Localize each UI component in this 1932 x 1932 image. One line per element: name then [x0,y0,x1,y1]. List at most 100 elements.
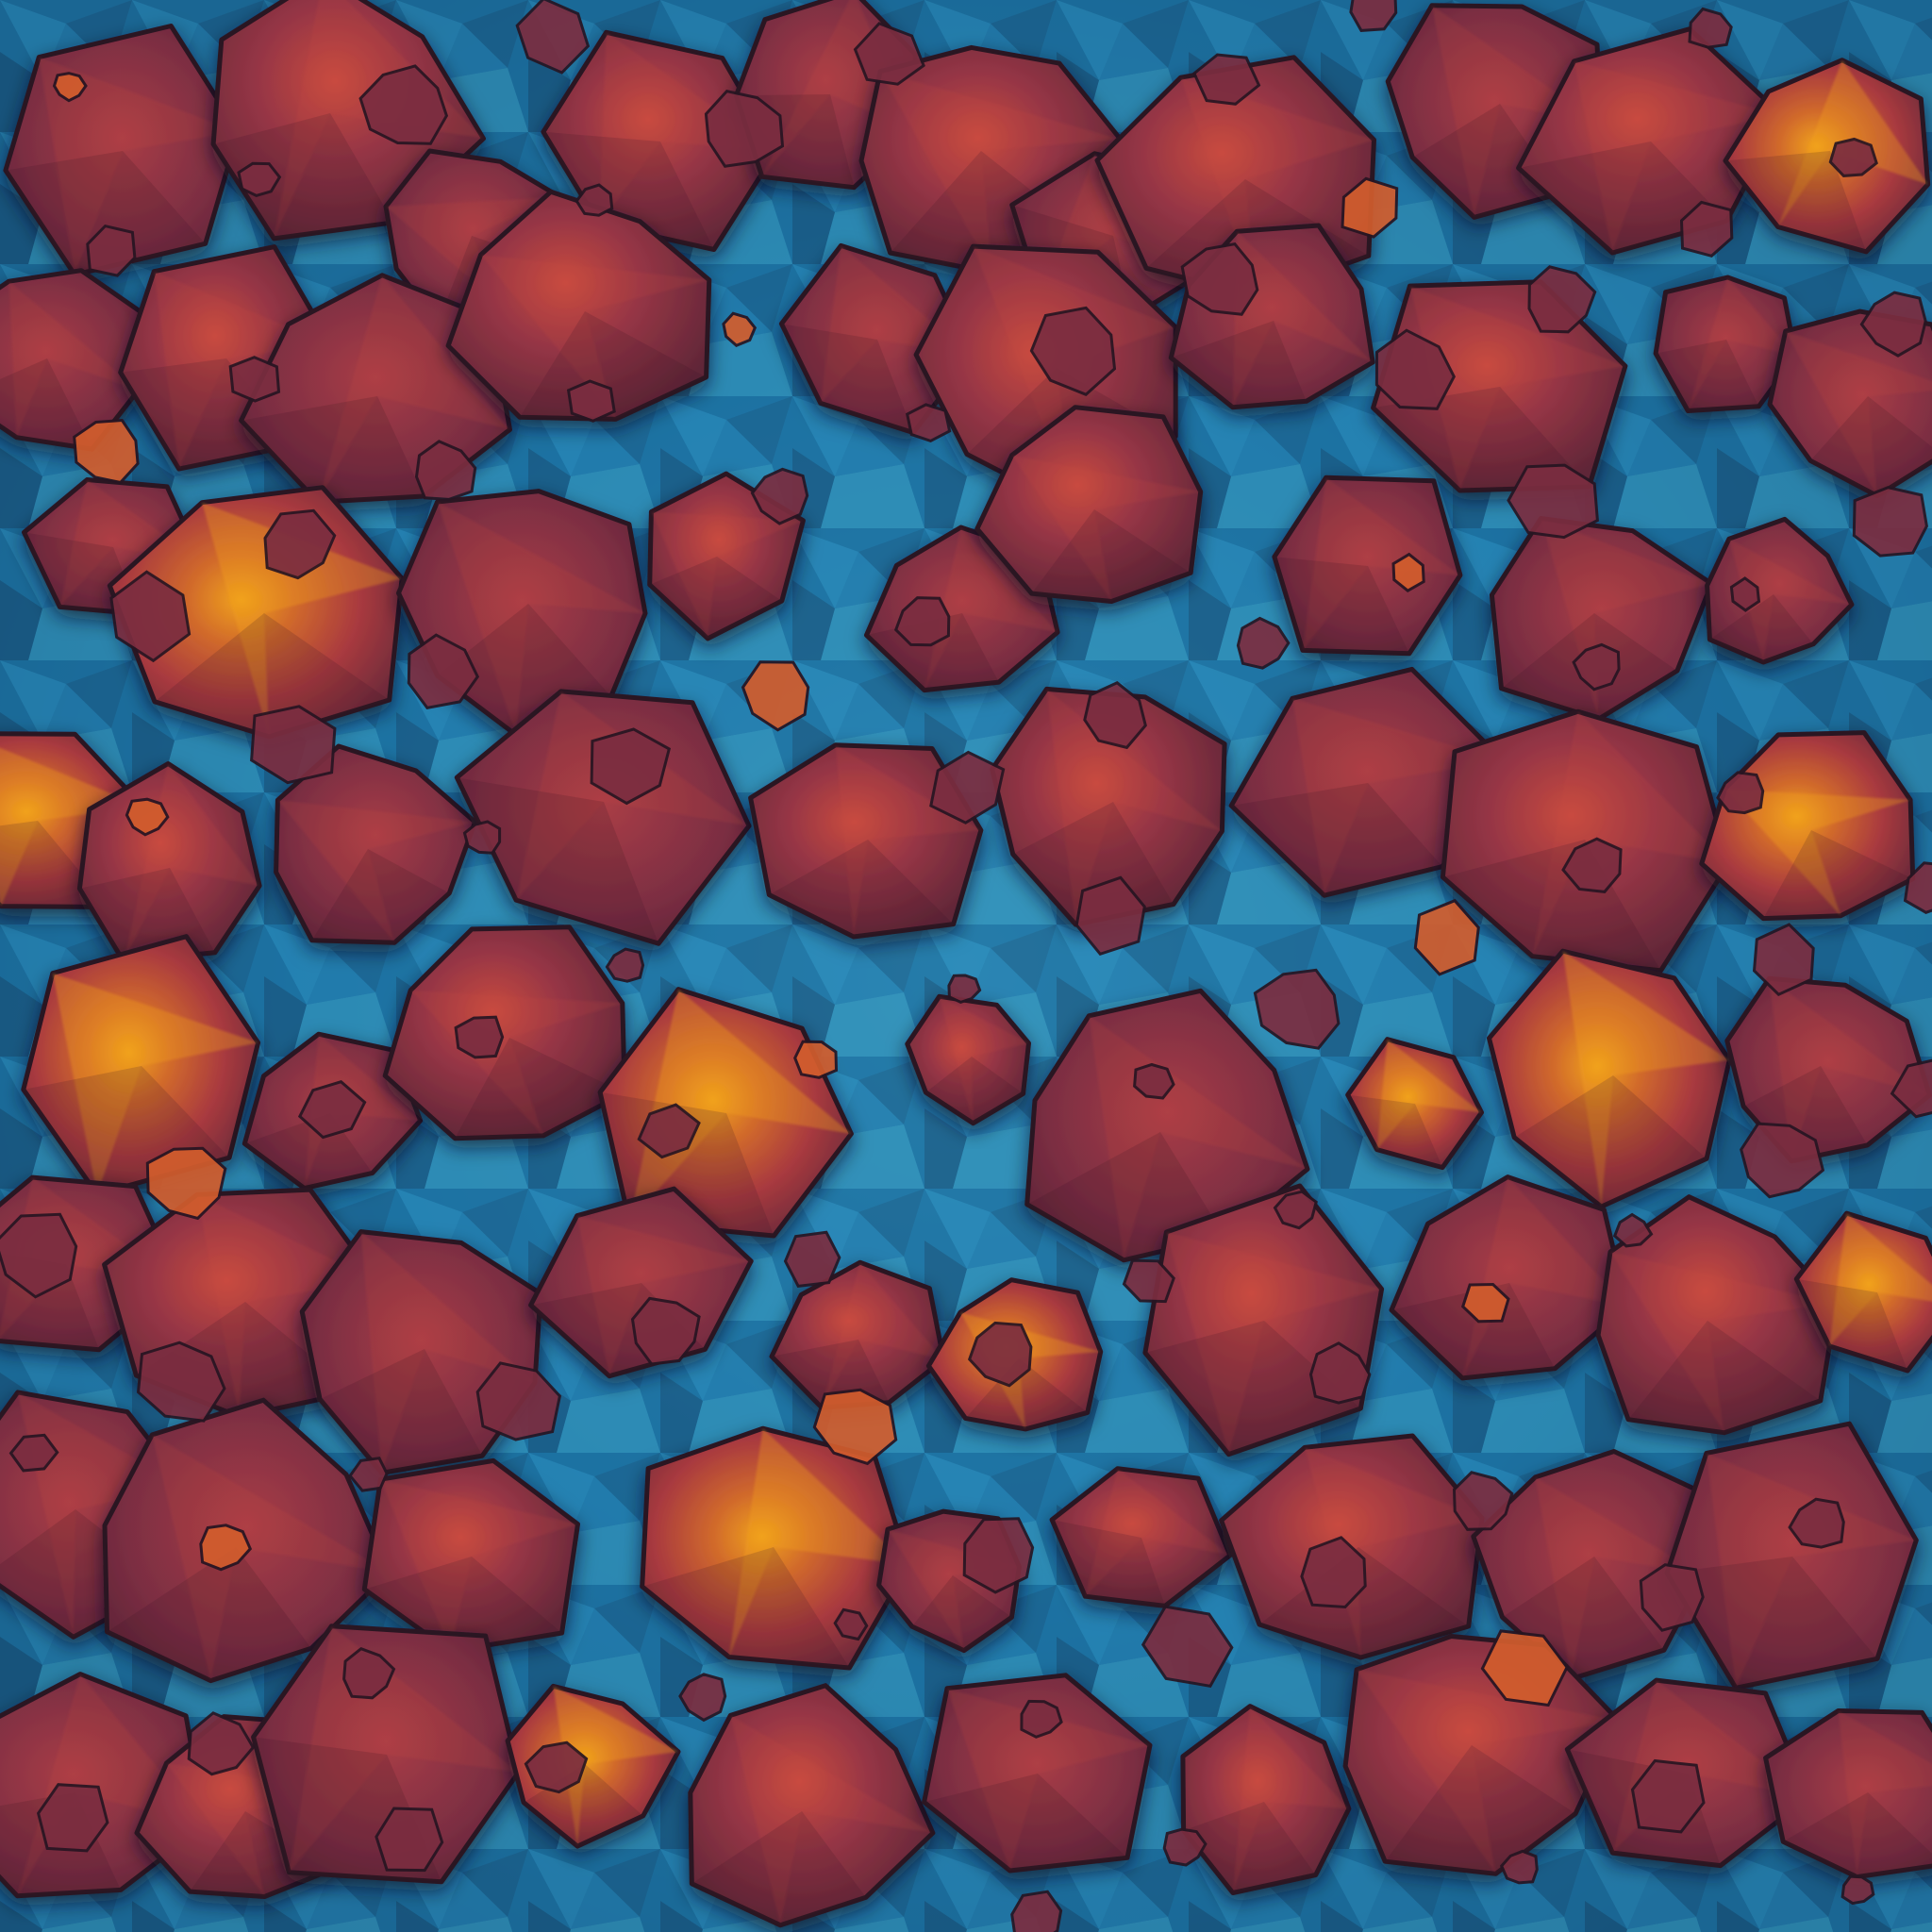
crystal-shadow-facet [1709,594,1814,662]
crystal-61 [361,1457,580,1654]
crystal-shadow-facet [1373,387,1590,491]
crystal-facet [1462,1176,1627,1378]
crystal-facet [599,32,776,225]
crystal-19 [1371,279,1628,493]
crystal-shadow-facet [1628,1321,1821,1433]
crystal-40 [21,934,261,1197]
small-crystal-chip [812,1388,898,1466]
small-crystal-chip [237,161,282,198]
small-crystal-chip [783,1230,841,1289]
crystal-facet [820,245,973,404]
crystal-73 [922,1673,1153,1874]
small-crystal-chip [1273,1190,1318,1230]
crystal-9 [1385,3,1604,220]
crystal-facet [973,246,1176,510]
small-crystal-chip [893,596,951,647]
crystal-shadow-facet [911,1575,1012,1651]
small-crystal-chip [1300,1536,1367,1609]
small-crystal-chip [1236,616,1291,670]
small-crystal-chip [228,356,281,403]
crystal-shadow-facet [924,1774,1127,1871]
small-crystal-chip [145,1146,227,1221]
small-crystal-chip [637,1103,701,1159]
crystal-shadow-facet [691,1811,866,1925]
small-crystal-chip [962,1517,1035,1594]
small-crystal-chip [407,633,480,710]
crystal-facet [1532,711,1729,957]
crystal-facet [822,1262,944,1408]
small-crystal-chip [1020,1699,1063,1739]
crystal-shadow-facet [1412,104,1562,218]
small-crystal-chip [515,0,591,75]
small-crystal-chip [1752,923,1815,996]
crystal-facet [880,71,1121,274]
crystal-32 [76,761,262,964]
small-crystal-chip [1729,576,1761,612]
crystal-shadow-facet [1385,1745,1576,1874]
small-crystal-chip [741,660,810,732]
crystal-shadow-facet [1274,557,1409,654]
crystal-shadow-facet [1347,1094,1443,1168]
small-crystal-chip [414,440,477,501]
small-crystal-chip [136,1341,226,1423]
crystal-shadow-facet [769,840,954,937]
crystal-shadow-facet [781,324,914,433]
crystal-shadow-facet [1183,1802,1316,1893]
crystal-facet [1292,698,1504,896]
small-crystal-chip [853,22,925,86]
crystal-46 [1345,1037,1484,1171]
crystal-facet [1612,1680,1809,1854]
small-crystal-chip [375,1807,444,1873]
crystal-facet [1232,1706,1349,1893]
crystal-shadow-facet [1514,1075,1707,1208]
crystal-74 [1180,1704,1352,1895]
crystal-facet [1232,231,1374,408]
crystal-16 [778,242,974,436]
crystal-facet [437,502,645,736]
crystal-shadow-facet [542,131,714,250]
crystal-facet [1011,455,1201,602]
small-crystal-chip [590,727,672,806]
crystal-facet [1085,1468,1230,1597]
crystal-facet [1610,1252,1837,1433]
small-crystal-chip [750,467,809,525]
crystal-facet [17,1674,206,1896]
small-crystal-chip [1162,1827,1208,1867]
crystal-facet [277,800,475,943]
crystal-72 [688,1683,936,1928]
crystal-shadow-facet [649,557,782,639]
small-crystal-chip [1452,1471,1514,1531]
small-crystal-chip [454,1015,505,1059]
crystal-44 [905,993,1031,1126]
crystal-facet [1769,978,1930,1161]
small-crystal-chip [475,1361,562,1441]
crystal-12 [0,268,148,452]
crystal-shadow-facet [641,1547,850,1668]
small-crystal-chip [1639,1563,1705,1632]
crystal-facet [924,527,1058,691]
crystal-67 [1664,1421,1919,1690]
crystal-facet [651,511,804,639]
small-crystal-chip [1716,771,1765,815]
crystal-shadow-facet [5,151,206,275]
small-crystal-chip [263,508,337,580]
small-crystal-chip [722,311,758,348]
small-crystal-chip [109,570,192,663]
small-crystal-chip [1740,1122,1825,1199]
crystal-shadow-facet [457,777,659,944]
small-crystal-chip [0,1212,78,1299]
small-crystal-chip [1122,1258,1175,1304]
small-crystal-chip [630,1296,701,1366]
crystal-shadow-facet [1031,509,1191,602]
small-crystal-chip [1074,875,1146,957]
crystal-37 [1228,666,1506,898]
crystal-shadow-facet [311,849,450,943]
crystal-facet [0,747,143,907]
small-crystal-chip [1507,463,1599,540]
crystal-shadow-facet [1231,783,1443,896]
small-crystal-chip [1141,1605,1234,1688]
crystal-29 [1489,516,1714,722]
small-crystal-chip [1572,642,1621,691]
small-crystal-chip [605,947,645,983]
